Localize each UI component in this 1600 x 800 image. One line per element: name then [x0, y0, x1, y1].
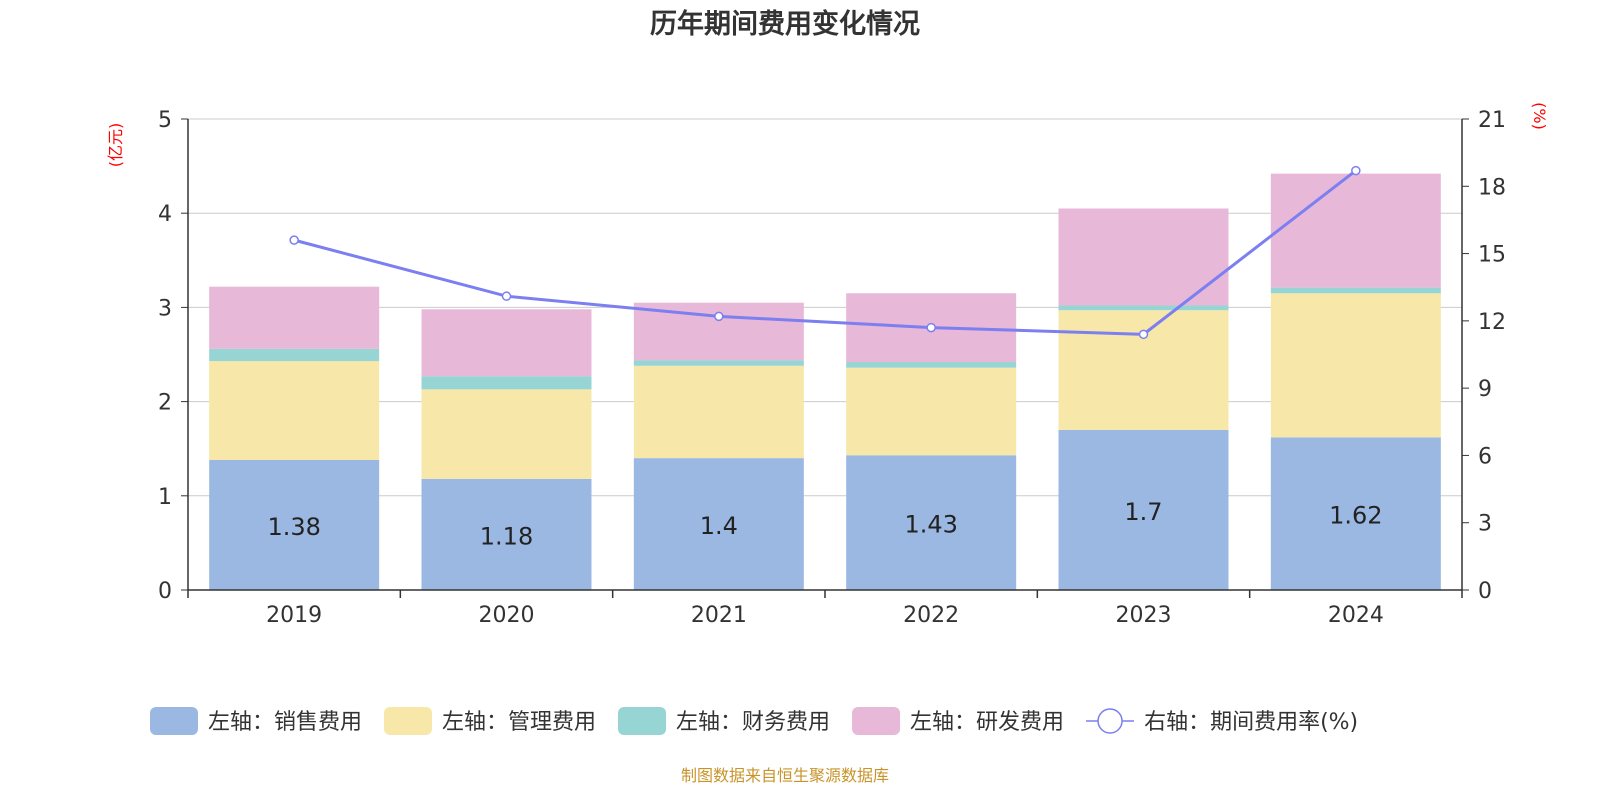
left-tick-label: 2 — [158, 391, 172, 416]
rate-point — [926, 322, 936, 333]
left-tick-label: 0 — [158, 579, 172, 604]
bar-data-label: 1.7 — [1124, 498, 1162, 526]
left-tick-label: 4 — [158, 202, 172, 227]
right-tick-label: 21 — [1478, 108, 1506, 133]
right-axis-unit: (%) — [1530, 102, 1549, 130]
legend-label: 右轴：期间费用率(%) — [1144, 710, 1358, 735]
bar-segment — [1058, 208, 1229, 306]
x-tick-label: 2023 — [1116, 603, 1172, 628]
left-tick-label: 1 — [158, 485, 172, 510]
legend: 左轴：销售费用 左轴：管理费用 左轴：财务费用 左轴：研发费用 右轴：期间费用率(%) — [150, 707, 1358, 735]
x-tick-label: 2022 — [903, 603, 959, 628]
legend-swatch — [150, 707, 198, 735]
rate-line-path — [293, 169, 1357, 336]
rate-point — [1138, 329, 1149, 340]
bar-segment — [421, 389, 592, 479]
bar-segment — [633, 458, 804, 590]
left-axis-unit: (亿元) — [106, 123, 125, 168]
legend-label: 左轴：财务费用 — [676, 710, 830, 735]
bar-segment — [1058, 310, 1229, 430]
x-tick-label: 2019 — [266, 603, 322, 628]
legend-label: 左轴：管理费用 — [442, 710, 596, 735]
bar-data-label: 1.18 — [480, 522, 533, 550]
legend-label: 左轴：销售费用 — [208, 710, 362, 735]
source-note: 制图数据来自恒生聚源数据库 — [681, 766, 889, 785]
right-tick-label: 6 — [1478, 444, 1492, 469]
right-tick-label: 9 — [1478, 377, 1492, 402]
bar-segment — [421, 376, 592, 390]
bar-segment — [421, 309, 592, 377]
bar-segment — [633, 365, 804, 459]
bar-segment — [846, 455, 1017, 590]
bar-segment — [421, 478, 592, 590]
right-tick-label: 18 — [1478, 175, 1506, 200]
x-tick-label: 2021 — [691, 603, 747, 628]
bar-data-label: 1.43 — [904, 511, 957, 539]
legend-swatch — [852, 707, 901, 735]
bar-segment — [633, 360, 804, 366]
legend-swatch — [384, 707, 433, 735]
legend-label: 左轴：研发费用 — [910, 710, 1064, 735]
bar-segment — [209, 348, 380, 362]
bar-segment — [1270, 173, 1441, 288]
right-tick-label: 15 — [1478, 243, 1506, 268]
rate-point — [501, 291, 512, 301]
bar-segment — [1270, 437, 1441, 590]
rate-line — [289, 165, 1361, 340]
bar-segment — [846, 362, 1017, 368]
left-tick-label: 3 — [158, 296, 172, 321]
bar-segment — [1058, 429, 1229, 590]
right-tick-label: 0 — [1478, 579, 1492, 604]
legend-swatch — [618, 707, 667, 735]
right-tick-label: 12 — [1478, 310, 1506, 335]
bar-segment — [209, 286, 380, 349]
right-tick-label: 3 — [1478, 512, 1492, 537]
bar-segment — [1058, 305, 1229, 311]
bar-segment — [1270, 287, 1441, 294]
legend-marker — [1097, 708, 1123, 734]
bar-segment — [209, 361, 380, 461]
bar-segment — [846, 367, 1017, 456]
bars: 1.38 1.18 1.4 1.43 1.7 1.62 — [209, 173, 1441, 590]
bar-segment — [1270, 293, 1441, 438]
grid-lines — [188, 118, 1462, 497]
bar-data-label: 1.4 — [700, 512, 738, 540]
x-tick-label: 2024 — [1328, 603, 1384, 628]
bar-data-label: 1.62 — [1329, 502, 1382, 530]
chart-title: 历年期间费用变化情况 — [650, 8, 920, 40]
rate-point — [1351, 165, 1361, 176]
left-tick-label: 5 — [158, 108, 172, 133]
rate-point — [714, 311, 724, 322]
bar-data-label: 1.38 — [267, 513, 320, 541]
x-tick-label: 2020 — [479, 603, 535, 628]
bar-segment — [209, 460, 380, 590]
rate-point — [289, 235, 299, 245]
